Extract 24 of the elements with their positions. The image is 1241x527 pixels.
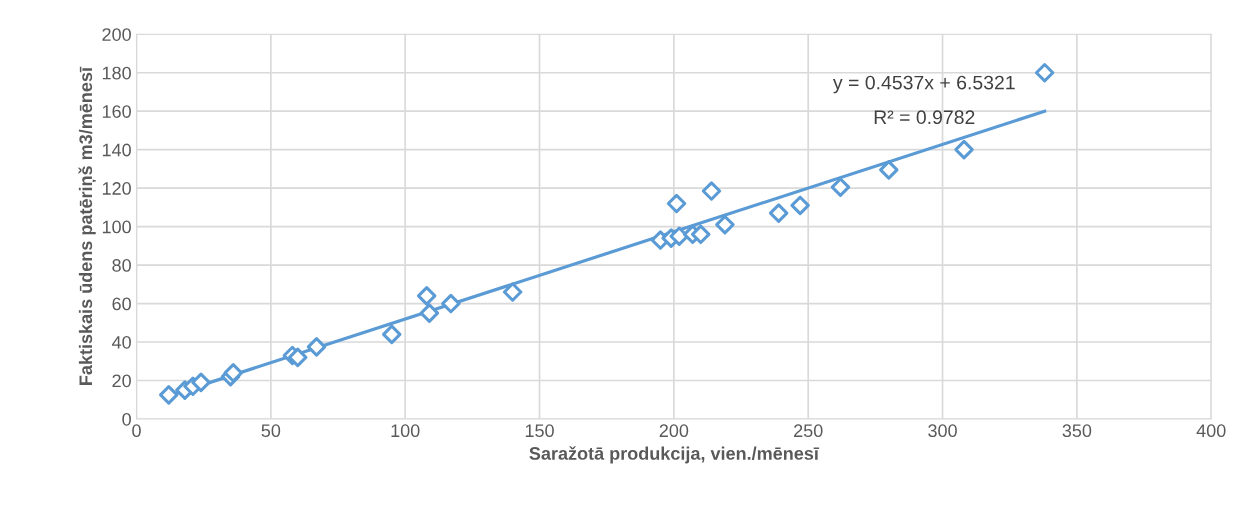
x-tick-label: 200: [659, 424, 689, 438]
y-tick-label: 140: [102, 143, 131, 157]
x-axis-title: Saražotā produkcija, vien./mēnesī: [529, 446, 820, 464]
x-tick-label: 400: [1196, 424, 1226, 438]
x-tick-label: 100: [391, 424, 420, 438]
annotation: y = 0.4537x + 6.5321: [832, 75, 1015, 94]
y-tick-label: 0: [122, 412, 131, 426]
x-tick-label: 50: [261, 424, 281, 438]
y-tick-label: 120: [102, 182, 131, 195]
x-tick-label: 350: [1062, 424, 1092, 438]
y-tick-label: 80: [112, 259, 131, 272]
y-tick-label: 100: [102, 220, 131, 234]
x-tick-label: 150: [525, 424, 554, 438]
y-tick-label: 200: [102, 28, 131, 41]
y-tick-label: 160: [102, 105, 131, 118]
annotation: R² = 0.9782: [874, 110, 975, 125]
x-tick-label: 0: [132, 424, 141, 438]
y-axis-title: Faktiskais ūdens patēriņš m3/mēnesī: [78, 66, 96, 385]
x-tick-label: 250: [794, 424, 823, 438]
x-tick-label: 300: [928, 424, 957, 438]
y-tick-label: 180: [102, 66, 131, 80]
y-tick-label: 20: [112, 374, 131, 388]
y-tick-label: 60: [112, 297, 131, 311]
y-tick-label: 40: [111, 335, 131, 349]
